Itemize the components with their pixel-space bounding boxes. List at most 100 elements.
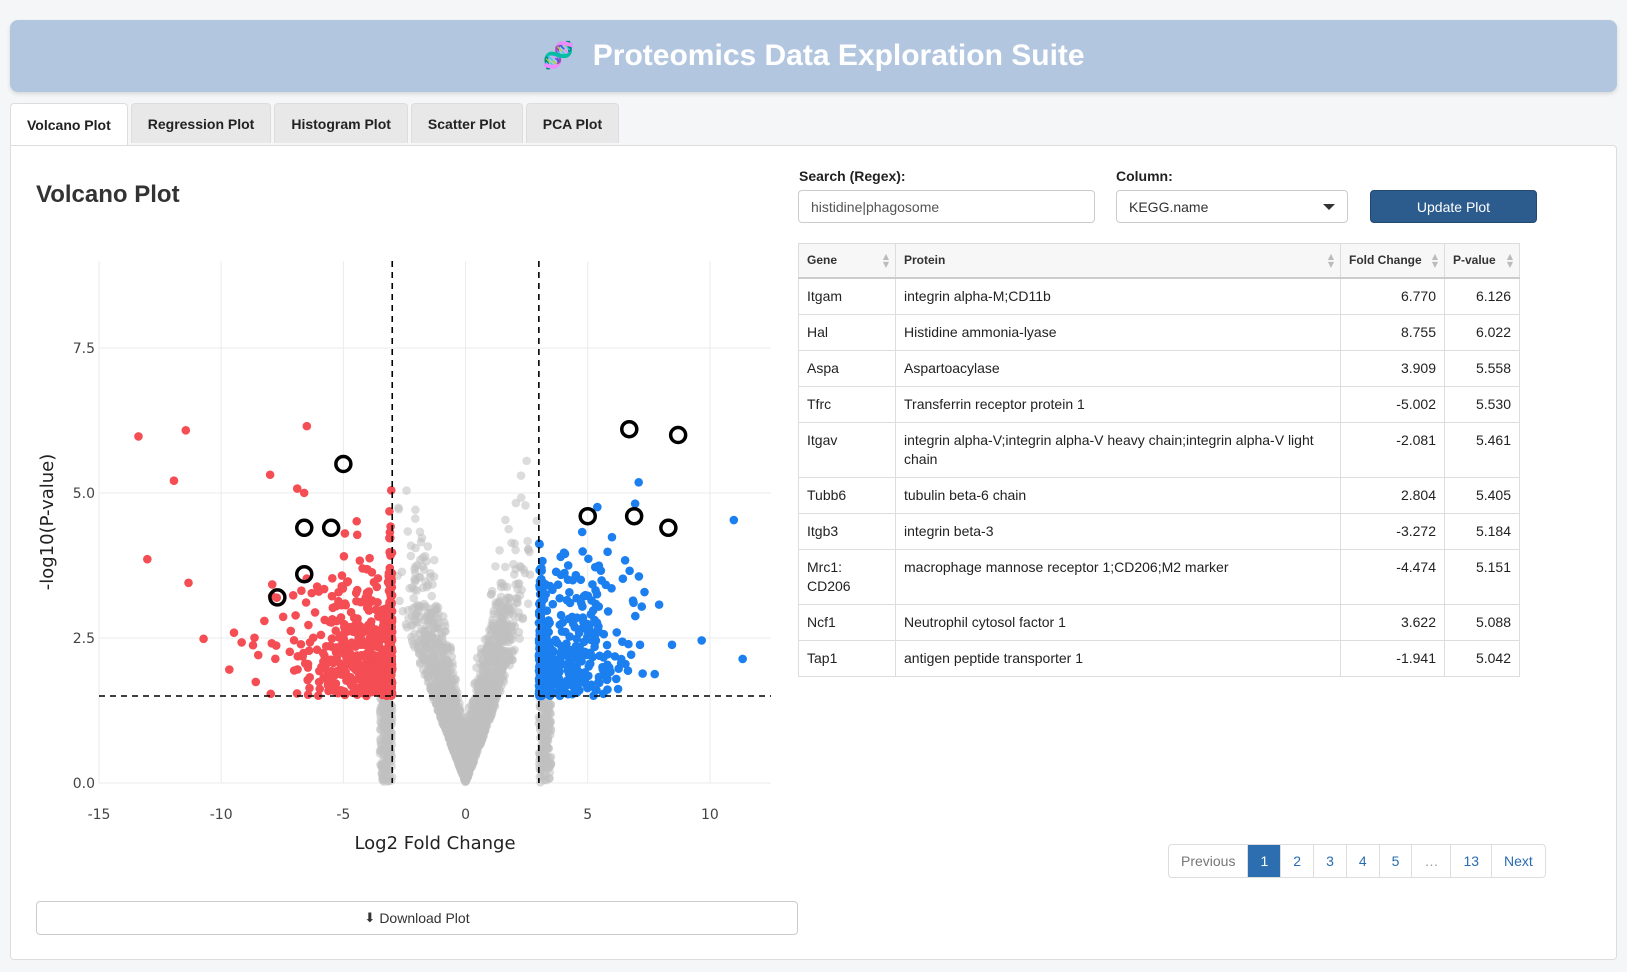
ns-point[interactable] — [446, 733, 456, 743]
up-regulated-point[interactable] — [667, 640, 677, 650]
ns-point[interactable] — [387, 772, 397, 782]
ns-point[interactable] — [542, 743, 552, 753]
col-header-protein[interactable]: Protein ▲ ▼ — [895, 243, 1341, 279]
ns-point[interactable] — [516, 471, 526, 480]
up-regulated-point[interactable] — [596, 566, 606, 575]
down-regulated-point[interactable] — [352, 530, 362, 540]
down-regulated-point[interactable] — [291, 611, 300, 620]
up-regulated-point[interactable] — [548, 599, 558, 609]
ns-point[interactable] — [446, 646, 455, 655]
up-regulated-point[interactable] — [613, 684, 623, 694]
down-regulated-point[interactable] — [327, 618, 336, 627]
ns-point[interactable] — [521, 501, 530, 510]
down-regulated-point[interactable] — [347, 681, 356, 690]
down-regulated-point[interactable] — [310, 608, 320, 617]
up-regulated-point[interactable] — [586, 648, 595, 658]
up-regulated-point[interactable] — [581, 590, 590, 600]
ns-point[interactable] — [510, 622, 520, 631]
down-regulated-point[interactable] — [331, 669, 341, 679]
up-regulated-point[interactable] — [534, 607, 544, 617]
ns-point[interactable] — [464, 750, 474, 759]
search-input[interactable] — [798, 190, 1095, 223]
ns-point[interactable] — [468, 703, 478, 713]
down-regulated-point[interactable] — [251, 677, 261, 687]
ns-point[interactable] — [500, 562, 510, 572]
down-regulated-point[interactable] — [336, 613, 346, 622]
down-regulated-point[interactable] — [312, 645, 322, 655]
down-regulated-point[interactable] — [373, 667, 383, 677]
up-regulated-point[interactable] — [589, 691, 598, 701]
down-regulated-point[interactable] — [369, 577, 379, 587]
down-regulated-point[interactable] — [143, 554, 152, 564]
ns-point[interactable] — [543, 758, 553, 768]
down-regulated-point[interactable] — [348, 627, 358, 636]
up-regulated-point[interactable] — [576, 575, 586, 585]
previous-page-button[interactable]: Previous — [1181, 853, 1236, 869]
next-page-button[interactable]: Next — [1491, 845, 1545, 877]
down-regulated-point[interactable] — [314, 677, 324, 687]
ns-point[interactable] — [410, 565, 419, 574]
up-regulated-point[interactable] — [574, 628, 584, 638]
ns-point[interactable] — [499, 581, 509, 591]
ns-point[interactable] — [492, 644, 502, 654]
down-regulated-point[interactable] — [253, 650, 263, 660]
download-plot-button[interactable]: ⬇ Download Plot — [36, 901, 798, 935]
down-regulated-point[interactable] — [362, 588, 372, 598]
ns-point[interactable] — [395, 596, 404, 606]
down-regulated-point[interactable] — [299, 488, 309, 498]
ns-point[interactable] — [532, 516, 542, 526]
up-regulated-point[interactable] — [595, 678, 604, 688]
ns-point[interactable] — [489, 606, 499, 616]
up-regulated-point[interactable] — [611, 674, 621, 684]
down-regulated-point[interactable] — [307, 588, 317, 598]
down-regulated-point[interactable] — [378, 611, 388, 620]
ns-point[interactable] — [501, 515, 510, 525]
ns-point[interactable] — [411, 505, 420, 515]
ns-point[interactable] — [444, 727, 453, 736]
col-header-p-value[interactable]: P-value ▲ ▼ — [1444, 243, 1520, 279]
down-regulated-point[interactable] — [369, 640, 379, 650]
column-select[interactable]: KEGG.name — [1116, 190, 1348, 223]
ns-point[interactable] — [491, 598, 501, 607]
up-regulated-point[interactable] — [598, 664, 608, 674]
up-regulated-point[interactable] — [631, 611, 640, 621]
table-row[interactable]: Ncf1 Neutrophil cytosol factor 1 3.622 5.08… — [798, 603, 1520, 641]
ns-point[interactable] — [438, 612, 448, 621]
ns-point[interactable] — [377, 702, 387, 712]
ns-point[interactable] — [406, 551, 416, 561]
down-regulated-point[interactable] — [181, 425, 191, 435]
ns-point[interactable] — [499, 636, 508, 646]
ns-point[interactable] — [440, 626, 449, 636]
ns-point[interactable] — [429, 656, 439, 666]
ns-point[interactable] — [515, 591, 525, 600]
page-button-5[interactable]: 5 — [1378, 845, 1412, 877]
ns-point[interactable] — [522, 456, 531, 466]
ns-point[interactable] — [430, 555, 439, 565]
col-header-gene[interactable]: Gene ▲ ▼ — [798, 243, 896, 279]
down-regulated-point[interactable] — [357, 687, 367, 696]
ns-point[interactable] — [423, 632, 433, 641]
up-regulated-point[interactable] — [578, 547, 587, 556]
down-regulated-point[interactable] — [347, 638, 356, 647]
ns-point[interactable] — [458, 732, 468, 742]
ns-point[interactable] — [493, 625, 503, 634]
up-regulated-point[interactable] — [562, 676, 572, 686]
ns-point[interactable] — [437, 663, 447, 672]
ns-point[interactable] — [478, 683, 488, 693]
ns-point[interactable] — [518, 613, 528, 622]
ns-point[interactable] — [442, 713, 452, 723]
ns-point[interactable] — [471, 725, 481, 735]
ns-point[interactable] — [427, 591, 437, 601]
down-regulated-point[interactable] — [289, 635, 299, 645]
ns-point[interactable] — [403, 605, 413, 615]
table-row[interactable]: Hal Histidine ammonia-lyase 8.755 6.022 — [798, 313, 1520, 351]
ns-point[interactable] — [510, 645, 519, 655]
down-regulated-point[interactable] — [371, 605, 381, 614]
down-regulated-point[interactable] — [272, 593, 282, 603]
up-regulated-point[interactable] — [560, 688, 570, 697]
down-regulated-point[interactable] — [267, 639, 277, 648]
ns-point[interactable] — [426, 569, 435, 578]
ns-point[interactable] — [515, 634, 524, 643]
up-regulated-point[interactable] — [545, 581, 555, 591]
down-regulated-point[interactable] — [134, 432, 143, 441]
